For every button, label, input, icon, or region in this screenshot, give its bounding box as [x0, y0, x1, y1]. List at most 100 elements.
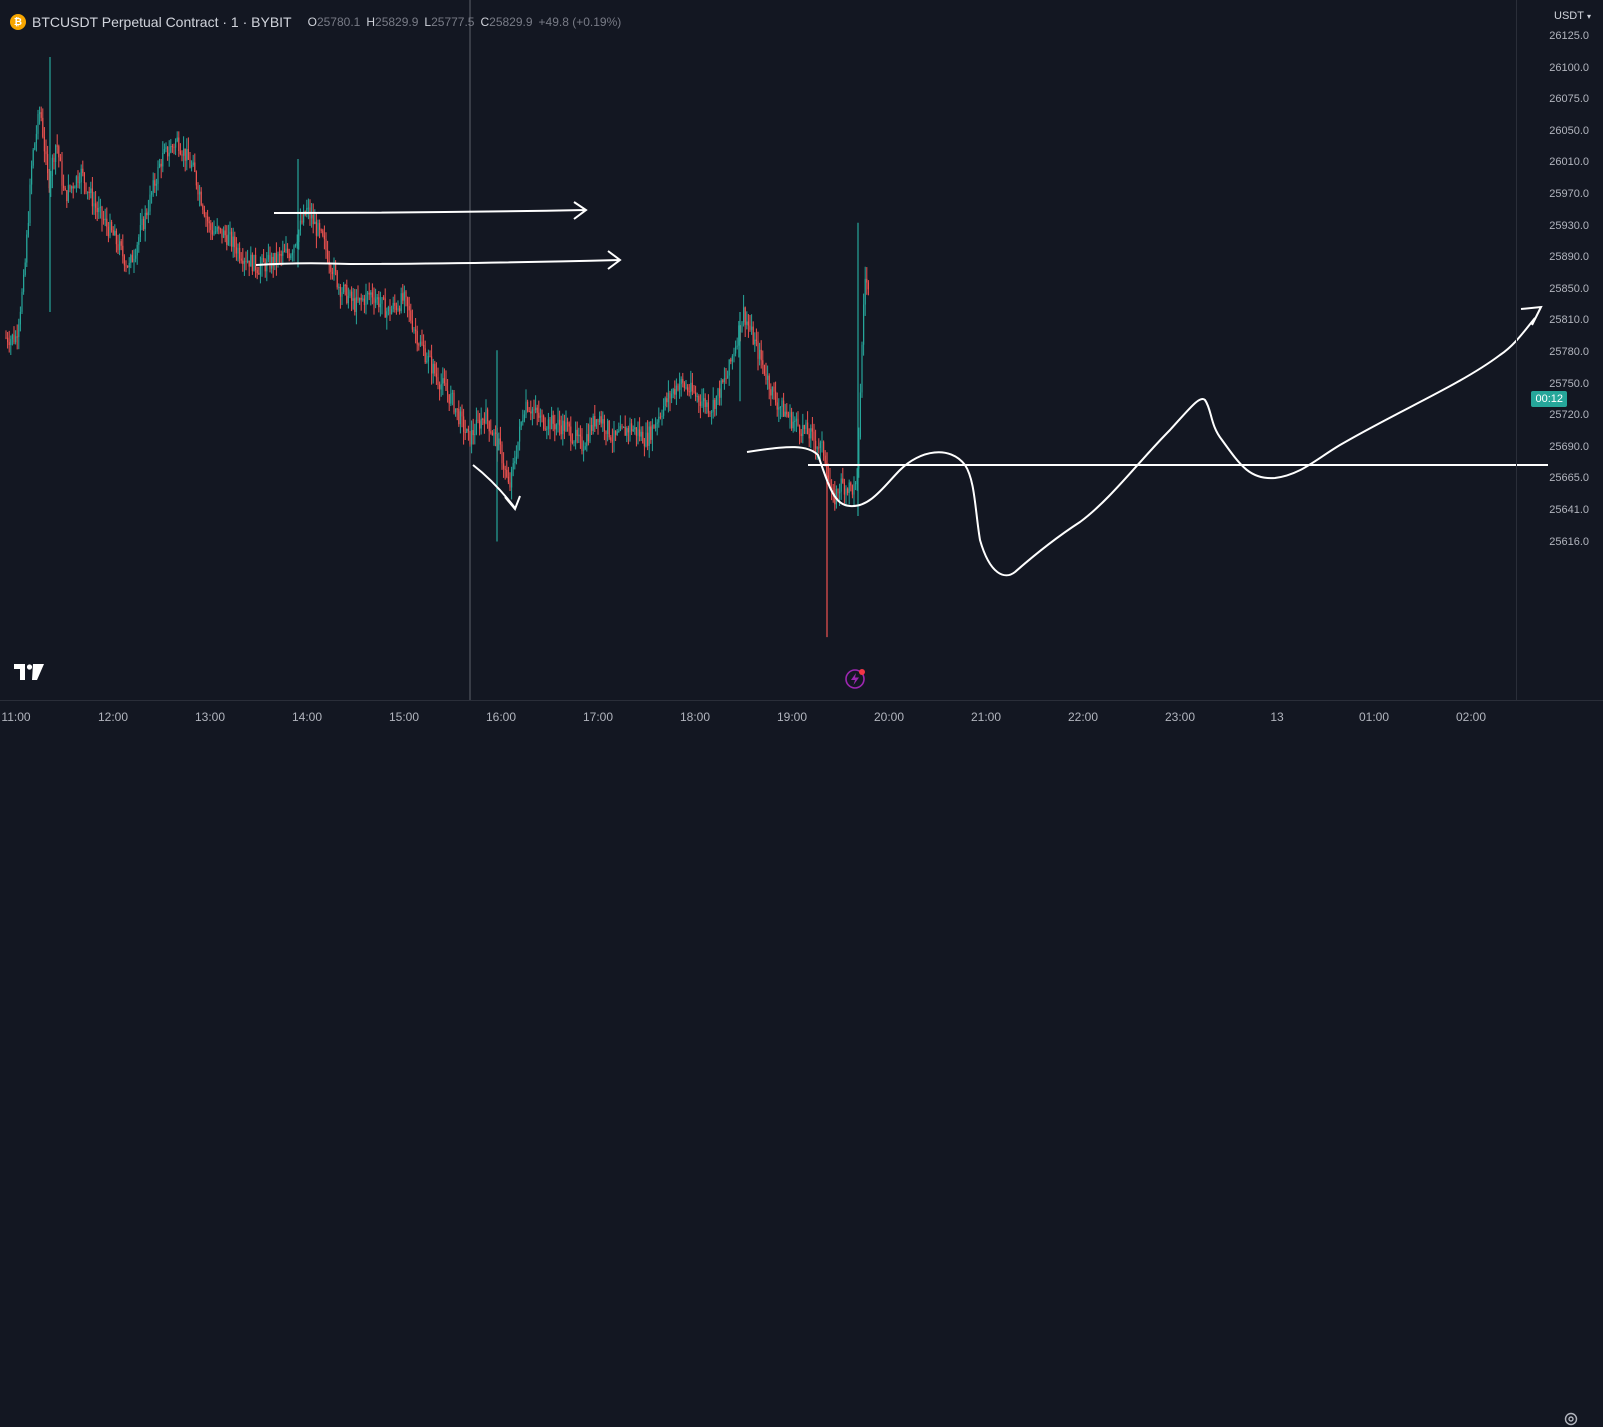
- candle-body: [235, 247, 237, 254]
- candle-body: [187, 149, 189, 160]
- candle-body: [511, 469, 513, 488]
- candle-body: [167, 146, 169, 157]
- candle-body: [210, 223, 212, 231]
- candle-body: [258, 273, 260, 275]
- candle-body: [567, 422, 569, 424]
- candle-body: [165, 146, 167, 150]
- candle-body: [200, 191, 202, 206]
- candle-body: [87, 191, 89, 193]
- candle-body: [549, 419, 551, 430]
- candle-body: [533, 409, 535, 411]
- candle-body: [85, 183, 87, 192]
- currency-selector[interactable]: USDT ▾: [1554, 10, 1591, 22]
- price-tick-label: 26075.0: [1549, 93, 1589, 106]
- arrow-small-down[interactable]: [472, 464, 521, 511]
- high-value: 25829.9: [375, 15, 419, 29]
- forecast-curve-drawing[interactable]: [746, 305, 1543, 577]
- candle-body: [208, 221, 210, 224]
- candle-body: [704, 398, 706, 407]
- candle-body: [157, 167, 159, 184]
- candle-body: [733, 353, 735, 356]
- candle-body: [168, 152, 170, 157]
- candle-body: [805, 422, 807, 429]
- candle-body: [256, 269, 258, 274]
- candle-body: [727, 375, 729, 379]
- symbol-title[interactable]: BTCUSDT Perpetual Contract · 1 · BYBIT: [32, 14, 292, 30]
- candle-body: [421, 341, 423, 345]
- candle-body: [83, 172, 85, 184]
- candle-body: [35, 133, 37, 144]
- price-tick-label: 25616.0: [1549, 535, 1589, 548]
- candle-body: [696, 396, 698, 398]
- candle-body: [818, 447, 820, 449]
- candle-body: [677, 385, 679, 390]
- candle-body: [517, 441, 519, 457]
- settings-gear-icon[interactable]: [1563, 1411, 1579, 1427]
- candle-body: [634, 427, 636, 430]
- candle-body: [503, 463, 505, 469]
- symbol-legend: ₿ BTCUSDT Perpetual Contract · 1 · BYBIT…: [10, 12, 621, 32]
- candle-body: [661, 415, 663, 418]
- arrow-middle[interactable]: [255, 250, 622, 270]
- candle-body: [407, 297, 409, 307]
- time-tick-label: 13: [1270, 710, 1284, 724]
- candle-body: [357, 297, 359, 301]
- price-tick-label: 25720.0: [1549, 409, 1589, 422]
- price-axis[interactable]: USDT ▾ 26125.0 26100.0 26075.0 26050.0 26010…: [1516, 0, 1603, 700]
- low-key: L: [424, 15, 432, 29]
- candle-body: [410, 310, 412, 321]
- candle-body: [181, 154, 183, 156]
- candle-body: [323, 235, 325, 240]
- candle-body: [307, 207, 309, 209]
- candle-body: [583, 449, 585, 452]
- lightning-icon[interactable]: [844, 668, 866, 690]
- candle-body: [221, 228, 223, 238]
- candle-body: [155, 183, 157, 186]
- time-tick-label: 20:00: [873, 710, 905, 724]
- candle-body: [488, 421, 490, 432]
- candle-body: [618, 431, 620, 433]
- price-tick-label: 25665.0: [1549, 472, 1589, 485]
- candle-body: [603, 419, 605, 432]
- candle-body: [51, 157, 53, 176]
- price-tick-label: 26050.0: [1549, 124, 1589, 137]
- candle-body: [133, 258, 135, 263]
- candlestick-chart[interactable]: [0, 0, 1603, 733]
- drawings-layer[interactable]: [255, 201, 1548, 577]
- candle-body: [637, 429, 639, 436]
- candle-body: [400, 293, 402, 312]
- candle-body: [650, 426, 652, 440]
- candle-body: [66, 190, 68, 202]
- candle-body: [253, 254, 255, 272]
- candle-body: [555, 424, 557, 430]
- candle-body: [539, 415, 541, 418]
- price-tick-label: 25690.0: [1549, 440, 1589, 453]
- candle-body: [451, 392, 453, 394]
- candle-body: [306, 208, 308, 215]
- candle-body: [298, 230, 300, 242]
- candle-body: [587, 434, 589, 442]
- candle-body: [352, 298, 354, 301]
- candle-body: [360, 297, 362, 300]
- candle-body: [463, 416, 465, 432]
- candle-body: [147, 211, 149, 216]
- candle-body: [543, 415, 545, 429]
- candle-body: [552, 415, 554, 424]
- time-axis[interactable]: 11:00 12:00 13:00 14:00 15:00 16:00 17:00 18:00…: [0, 700, 1603, 1426]
- candle-body: [495, 432, 497, 434]
- candle-body: [448, 394, 450, 404]
- arrow-upper[interactable]: [273, 201, 588, 220]
- candle-body: [619, 426, 621, 432]
- candle-body: [282, 251, 284, 256]
- price-tick-label: 25930.0: [1549, 219, 1589, 232]
- candle-body: [850, 482, 852, 486]
- candle-body: [445, 382, 447, 391]
- candle-body: [760, 349, 762, 361]
- candle-body: [237, 247, 239, 254]
- candle-body: [853, 484, 855, 495]
- candle-body: [802, 425, 804, 437]
- candle-body: [781, 400, 783, 408]
- candle-body: [419, 341, 421, 345]
- candle-body: [279, 254, 281, 256]
- bitcoin-icon[interactable]: ₿: [10, 14, 26, 30]
